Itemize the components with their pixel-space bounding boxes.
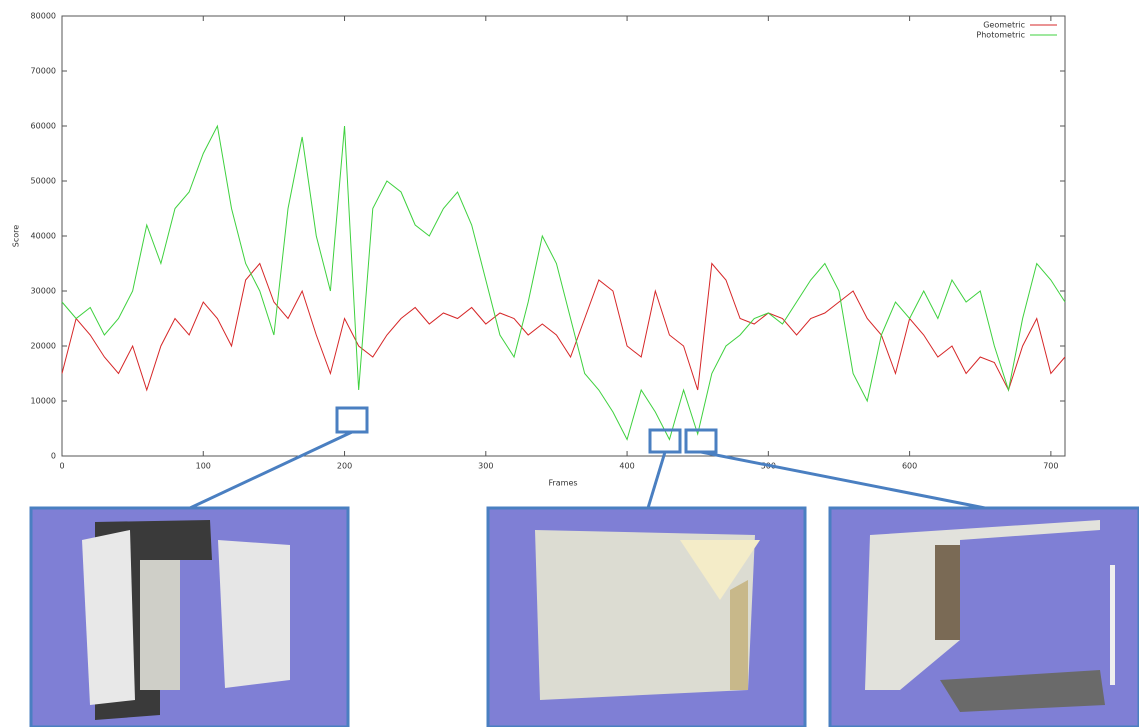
y-tick-label: 10000	[31, 397, 56, 406]
callout-box	[686, 430, 716, 452]
plot-layer: 0 10000 20000 30000 40000 50000 60000 70000 8000…	[31, 12, 1065, 471]
scene-shape	[82, 530, 135, 705]
x-tick-label: 200	[337, 462, 352, 471]
scene-shape	[1110, 565, 1115, 685]
x-tick-label: 400	[619, 462, 634, 471]
x-tick-label: 300	[478, 462, 493, 471]
inset-panel	[488, 508, 805, 727]
series-line	[62, 264, 1065, 391]
y-tick-label: 40000	[31, 232, 56, 241]
y-tick-label: 20000	[31, 342, 56, 351]
inset-panel	[830, 508, 1139, 727]
page: {"chart_data": {"type": "line", "x_label…	[0, 0, 1139, 727]
callout-box	[650, 430, 680, 452]
legend-label: Geometric	[983, 21, 1025, 30]
y-tick-label: 60000	[31, 122, 56, 131]
scene-shape	[730, 580, 748, 690]
callout-line	[648, 452, 665, 508]
y-tick-label: 70000	[31, 67, 56, 76]
callouts	[190, 408, 985, 508]
x-axis-label: Frames	[548, 479, 577, 488]
x-tick-label: 600	[902, 462, 917, 471]
chart: Frames Score 0 10000 20000 30000 40000 50000 6…	[0, 0, 1139, 727]
scene-shape	[140, 560, 180, 690]
series-line	[62, 126, 1065, 440]
callout-box	[337, 408, 367, 432]
x-tick-label: 100	[196, 462, 211, 471]
y-tick-label: 50000	[31, 177, 56, 186]
callout-line	[701, 452, 985, 508]
scene-shape	[218, 540, 290, 688]
y-tick-label: 30000	[31, 287, 56, 296]
y-tick-label: 0	[51, 452, 56, 461]
inset-panel	[31, 508, 348, 727]
scene-shape	[935, 545, 960, 640]
plot-frame	[62, 16, 1065, 456]
x-tick-label: 700	[1043, 462, 1058, 471]
y-axis-label: Score	[12, 225, 21, 247]
x-tick-label: 0	[59, 462, 64, 471]
legend-label: Photometric	[976, 31, 1025, 40]
y-tick-label: 80000	[31, 12, 56, 21]
callout-line	[190, 432, 352, 508]
